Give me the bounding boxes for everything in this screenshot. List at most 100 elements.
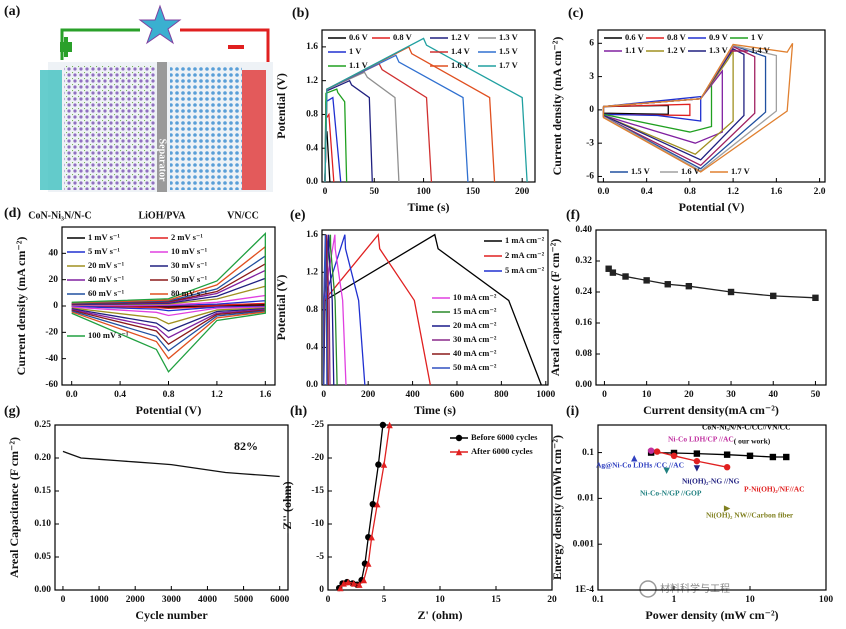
marker	[631, 455, 638, 462]
y-tick-label: -6	[586, 172, 594, 182]
y-tick-label: 1.2	[306, 267, 318, 277]
y-tick-label: 3	[589, 72, 594, 82]
x-axis-label: Current density(mA cm⁻²)	[643, 403, 779, 417]
legend-label: 1 mV s⁻¹	[88, 232, 120, 242]
x-axis-label: Potential (V)	[679, 200, 745, 214]
marker	[663, 467, 670, 475]
right-current-collector	[242, 70, 266, 190]
y-tick-label: 0.1	[582, 448, 594, 458]
y-tick-label: 1.6	[306, 230, 318, 240]
series-line	[656, 450, 728, 468]
x-tick-label: 100	[416, 187, 431, 197]
watermark-text: 材料科学与工程	[660, 582, 730, 595]
legend-label: 1.7 V	[499, 60, 519, 70]
x-tick-label: 2.0	[814, 187, 826, 197]
x-tick-label: 400	[405, 390, 420, 400]
legend-label: 1 V	[751, 32, 764, 42]
star-icon	[138, 4, 182, 45]
y-tick-label: 0.0	[306, 177, 318, 187]
y-axis-label: -Z'' (ohm)	[280, 481, 294, 533]
series-line	[602, 42, 794, 173]
y-tick-label: -25	[311, 420, 324, 430]
marker	[783, 453, 790, 461]
y-tick-label: -20	[45, 328, 58, 338]
y-tick-label: 0	[319, 585, 324, 595]
marker	[670, 452, 678, 460]
marker	[769, 453, 777, 461]
left-electrode	[64, 66, 156, 190]
y-axis-label: Energy density (mWh cm⁻²)	[550, 435, 564, 580]
y-axis-label: Potential (V)	[274, 275, 288, 341]
series-line	[608, 268, 816, 299]
y-tick-label: 6	[589, 39, 594, 49]
schematic: (a) Separator CoN-Ni₃N/N-C LiOH/PVA VN/C…	[4, 4, 273, 221]
y-tick-label: 0.4	[306, 343, 318, 353]
legend-label: 1.3 V	[709, 45, 729, 55]
legend-label: 1.5 V	[499, 46, 519, 56]
y-tick-label: 0.20	[34, 453, 51, 463]
y-tick-label: 0	[53, 301, 58, 311]
y-axis-label: Areal Capacitance (F cm⁻²)	[7, 437, 21, 578]
marker	[369, 501, 376, 508]
y-tick-label: 0.10	[34, 519, 51, 529]
x-tick-label: 150	[466, 187, 481, 197]
legend-label: 20 mV s⁻¹	[88, 260, 125, 270]
legend-label: 0.9 V	[709, 32, 729, 42]
x-tick-label: 0.4	[641, 187, 653, 197]
x-tick-label: 100	[819, 595, 834, 605]
panel-label: (b)	[292, 6, 309, 21]
marker	[622, 273, 629, 280]
marker	[770, 292, 777, 300]
y-tick-label: -20	[311, 453, 324, 463]
x-tick-label: 0	[61, 595, 66, 605]
legend-label: After 6000 cycles	[471, 446, 533, 456]
legend-label: 5 mV s⁻¹	[88, 246, 120, 256]
marker	[605, 265, 612, 272]
x-tick-label: 50	[370, 187, 380, 197]
y-tick-label: 0.16	[575, 318, 592, 328]
legend-label: 30 mV s⁻¹	[171, 260, 208, 270]
marker	[643, 277, 650, 284]
x-axis-label: Time (s)	[407, 200, 449, 214]
panel-label: (a)	[4, 4, 21, 19]
separator	[157, 62, 167, 192]
legend-label: 0.8 V	[393, 32, 413, 42]
marker	[812, 294, 819, 302]
point-label: Ni-Co LDH/CP //AC	[668, 435, 734, 444]
point-label: P-Ni(OH)₂/NF//AC	[744, 485, 805, 494]
marker	[375, 461, 382, 468]
y-tick-label: 1.2	[306, 76, 318, 86]
panel-label: (c)	[568, 6, 584, 21]
x-tick-label: 1000	[90, 595, 109, 605]
chart-panel: (g) Cycle number Areal Capacitance (F cm⁻²…	[4, 404, 289, 622]
chart-panel: (i) Power density (mW cm⁻²) Energy density…	[550, 404, 834, 622]
left-current-collector	[40, 70, 62, 190]
y-tick-label: 0.24	[575, 287, 592, 297]
legend-label: Before 6000 cycles	[471, 432, 538, 442]
marker	[368, 534, 375, 541]
marker	[647, 447, 655, 454]
minus	[228, 45, 244, 49]
legend-label: 0.6 V	[349, 32, 369, 42]
y-tick-label: 0.00	[34, 585, 51, 595]
x-tick-label: 0	[326, 595, 331, 605]
x-tick-label: 0.8	[163, 390, 175, 400]
legend-label: 20 mA cm⁻²	[453, 320, 497, 330]
chart-panel: (f) Current density(mA cm⁻²) Areal capacit…	[548, 208, 827, 417]
legend-label: 1.1 V	[349, 60, 369, 70]
legend-label: 10 mA cm⁻²	[453, 292, 497, 302]
x-tick-label: 0.0	[597, 187, 609, 197]
x-tick-label: 40	[768, 390, 778, 400]
series-line	[324, 37, 528, 183]
annotation: ( our work)	[734, 437, 771, 446]
y-tick-label: 0.05	[34, 552, 51, 562]
point-label: Ag@Ni-Co LDHs /CC //AC	[596, 461, 684, 470]
x-axis-label: Time (s)	[414, 403, 456, 417]
legend-label: 10 mV s⁻¹	[171, 246, 208, 256]
x-tick-label: 10	[435, 595, 445, 605]
x-tick-label: 0.4	[114, 390, 126, 400]
y-axis-label: Current density (mA cm⁻²)	[550, 37, 564, 176]
x-tick-label: 0	[323, 187, 328, 197]
point-label: Ni(OH)₂ NW//Carbon fiber	[706, 511, 794, 520]
